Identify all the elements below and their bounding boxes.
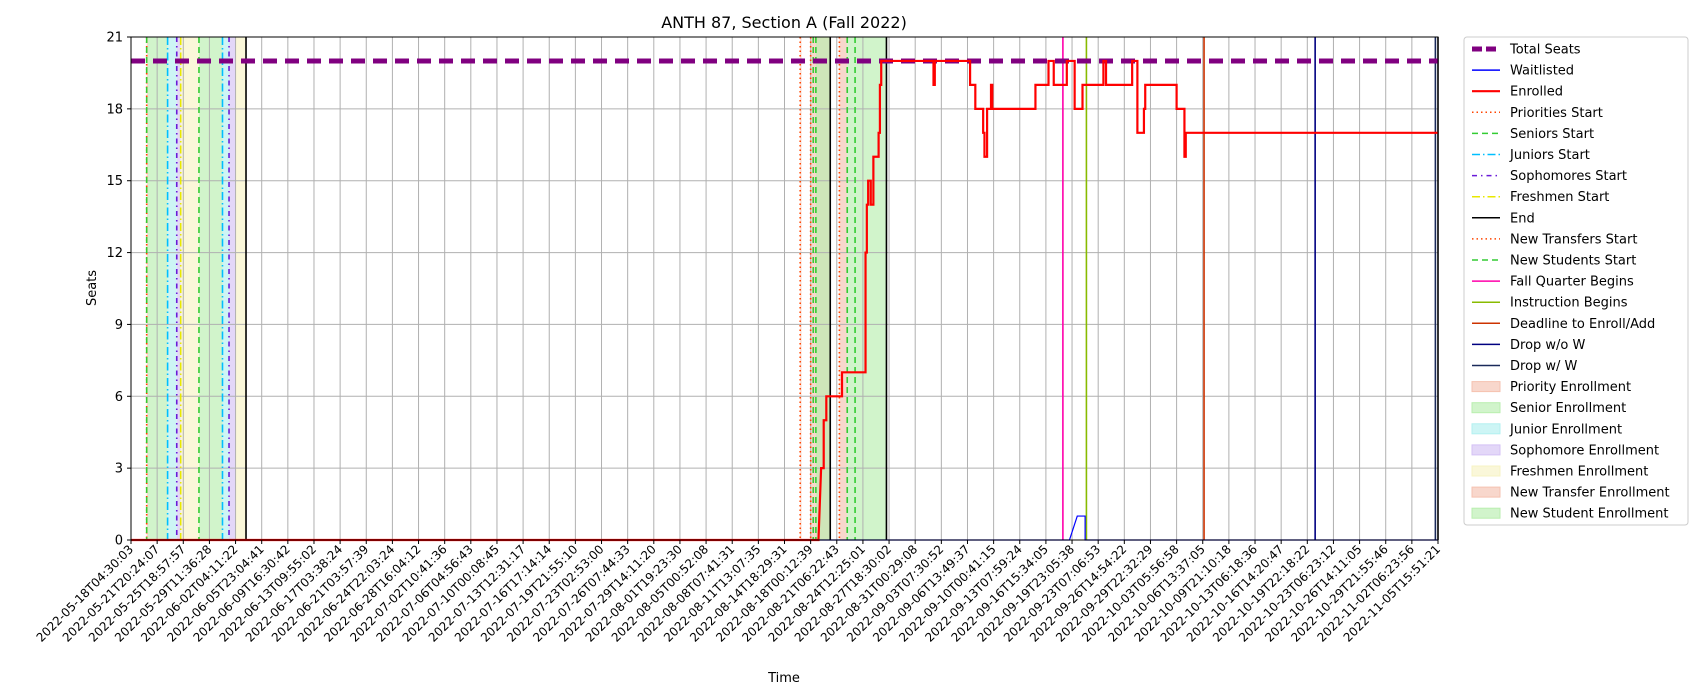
shaded-region [235,37,247,540]
x-axis-ticks: 2022-05-18T04:30:032022-05-21T20:24:0720… [34,540,1443,645]
y-tick-label: 3 [115,462,123,477]
legend-swatch [1471,381,1501,393]
legend-label: Sophomores Start [1510,169,1627,184]
legend-label: Juniors Start [1509,148,1590,163]
shaded-region [147,37,168,540]
legend-label: Fall Quarter Begins [1510,275,1634,290]
y-tick-label: 9 [115,318,123,333]
legend-label: New Transfer Enrollment [1510,486,1670,501]
y-tick-label: 12 [106,246,123,261]
legend-swatch [1471,486,1501,498]
legend-label: Total Seats [1509,43,1581,58]
shaded-region [180,37,199,540]
y-tick-label: 21 [106,31,123,46]
legend-label: Deadline to Enroll/Add [1510,317,1655,332]
legend-label: Junior Enrollment [1509,422,1622,437]
y-tick-label: 0 [115,534,123,549]
series-line [131,59,1438,542]
legend-label: New Student Enrollment [1510,507,1668,522]
legend-label: Instruction Begins [1510,296,1628,311]
shaded-region [800,37,802,540]
legend-label: New Transfers Start [1510,232,1637,247]
grid-lines [130,36,1439,541]
legend-label: Freshmen Enrollment [1510,465,1648,480]
legend-label: Senior Enrollment [1510,401,1626,416]
shaded-region [167,37,177,540]
shaded-regions [146,37,887,540]
legend-label: Drop w/ W [1510,359,1578,374]
legend-swatch [1471,507,1501,519]
legend-swatch [1471,444,1501,456]
chart-title: ANTH 87, Section A (Fall 2022) [661,13,907,32]
chart-legend: Total Seats Waitlisted Enrolled Priorities … [1463,36,1689,526]
legend-label: Priorities Start [1510,106,1603,121]
legend-label: Waitlisted [1510,64,1574,79]
legend-label: Drop w/o W [1510,338,1586,353]
legend-label: Enrolled [1510,85,1563,100]
shaded-region [229,37,236,540]
legend-label: End [1510,211,1535,226]
legend-label: Freshmen Start [1510,190,1609,205]
legend-label: Priority Enrollment [1510,380,1631,395]
shaded-region [839,37,848,540]
shaded-region [222,37,230,540]
legend-label: Sophomore Enrollment [1510,443,1659,458]
y-tick-label: 18 [106,102,123,117]
y-axis-ticks: 0 3 6 9 12 15 18 21 [106,31,131,549]
y-tick-label: 6 [115,390,123,405]
legend-swatch [1471,402,1501,414]
legend-swatch [1471,423,1501,435]
legend-label: Seniors Start [1510,127,1594,142]
legend-label: New Students Start [1510,254,1636,269]
x-axis-label: Time [767,671,800,686]
y-tick-label: 15 [106,174,123,189]
vertical-markers [145,37,1439,540]
shaded-region [176,37,181,540]
y-axis-label: Seats [85,270,100,306]
legend-swatch [1471,465,1501,477]
legend-frame [1463,36,1689,526]
shaded-region [198,37,223,540]
